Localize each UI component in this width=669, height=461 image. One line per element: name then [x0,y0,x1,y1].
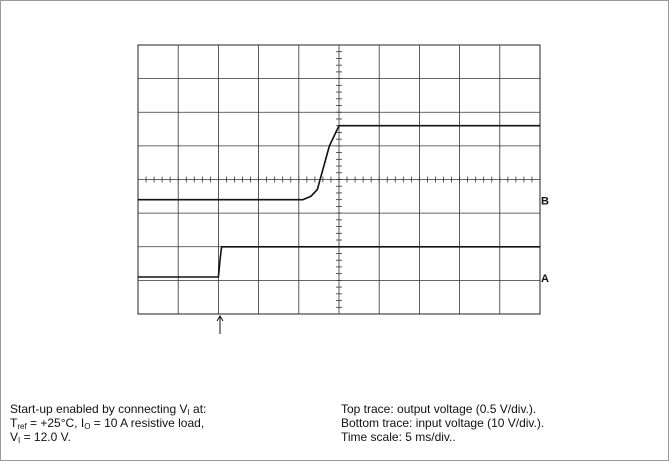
scope-center-ticks [145,51,533,308]
bottom-trace [138,246,540,278]
caption-left-line-2: Tref = +25°C, IO = 10 A resistive load, [10,416,205,431]
caption-top-trace: Top trace: output voltage (0.5 V/div.). [341,402,537,416]
caption-left-line-3: VI = 12.0 V. [10,430,71,445]
caption-time-scale: Time scale: 5 ms/div.. [341,430,456,444]
trigger-arrow-head [216,315,224,322]
caption-bottom-trace: Bottom trace: input voltage (10 V/div.). [341,416,545,430]
caption-conditions: Start-up enabled by connecting VI at: Tr… [10,402,207,445]
caption-left-line-1: Start-up enabled by connecting VI at: [10,402,207,417]
scope-traces [138,124,540,278]
channel-marker-1: A [541,273,549,285]
top-trace [138,124,540,201]
channel-marker-0: B [541,196,549,208]
scope-markers: BA [216,196,549,334]
caption-trace-legend: Top trace: output voltage (0.5 V/div.). … [341,402,544,444]
